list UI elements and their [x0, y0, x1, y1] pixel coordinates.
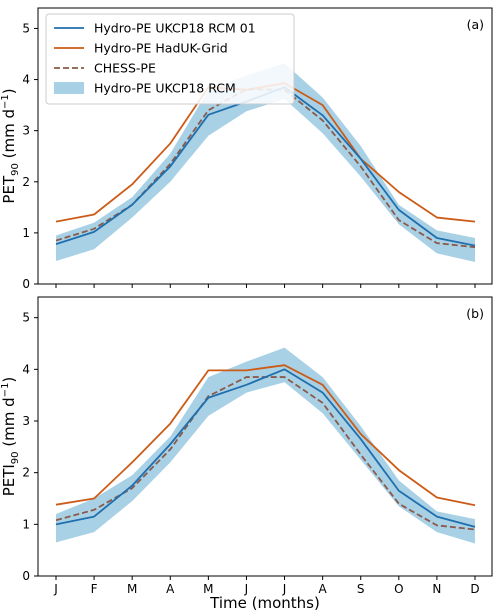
x-tick-label: N [432, 582, 441, 596]
legend-label: Hydro-PE HadUK-Grid [94, 41, 228, 56]
y-tick-label: 4 [22, 73, 30, 87]
panel-label: (b) [466, 306, 484, 321]
x-tick-label: A [319, 582, 328, 596]
y-tick-label: 2 [22, 175, 30, 189]
y-tick-label: 5 [22, 21, 30, 35]
legend-swatch-band [54, 82, 84, 94]
y-tick-label: 0 [22, 277, 30, 291]
y-tick-label: 4 [22, 362, 30, 376]
legend-box [45, 13, 295, 105]
panel-b: 0 1 2 3 4 5 J F M A M J J A S O N D (b) PETI90 (mm d−1) [0, 296, 493, 596]
x-tick-label: D [470, 582, 479, 596]
y-tick-label: 5 [22, 311, 30, 325]
panel-label: (a) [467, 17, 484, 32]
y-tick-label: 1 [22, 517, 30, 531]
legend-label: Hydro-PE UKCP18 RCM [94, 81, 236, 96]
x-tick-label: J [53, 582, 58, 596]
y-tick-label: 1 [22, 226, 30, 240]
legend: Hydro-PE UKCP18 RCM 01 Hydro-PE HadUK-Gri… [45, 13, 295, 105]
x-tick-label: M [127, 582, 137, 596]
x-tick-label: J [282, 582, 287, 596]
x-axis-label: Time (months) [209, 594, 320, 612]
x-tick-label: F [91, 582, 98, 596]
y-axis-label: PETI90 (mm d−1) [0, 377, 21, 497]
plot-frame [37, 296, 493, 577]
series-line-rcm01 [55, 368, 476, 528]
x-tick-label: S [357, 582, 365, 596]
y-tick-label: 0 [22, 569, 30, 583]
plot-frame [37, 7, 493, 285]
legend-label: Hydro-PE UKCP18 RCM 01 [94, 21, 256, 36]
series-line-haduk [55, 364, 476, 507]
y-axis-label: PET90 (mm d−1) [0, 88, 21, 203]
y-tick-label: 2 [22, 466, 30, 480]
y-tick-label: 3 [22, 414, 30, 428]
legend-label: CHESS-PE [94, 61, 156, 76]
x-tick-label: J [244, 582, 249, 596]
x-tick-label: M [203, 582, 213, 596]
x-tick-label: O [394, 582, 403, 596]
x-tick-label: A [166, 582, 175, 596]
y-tick-label: 3 [22, 124, 30, 138]
